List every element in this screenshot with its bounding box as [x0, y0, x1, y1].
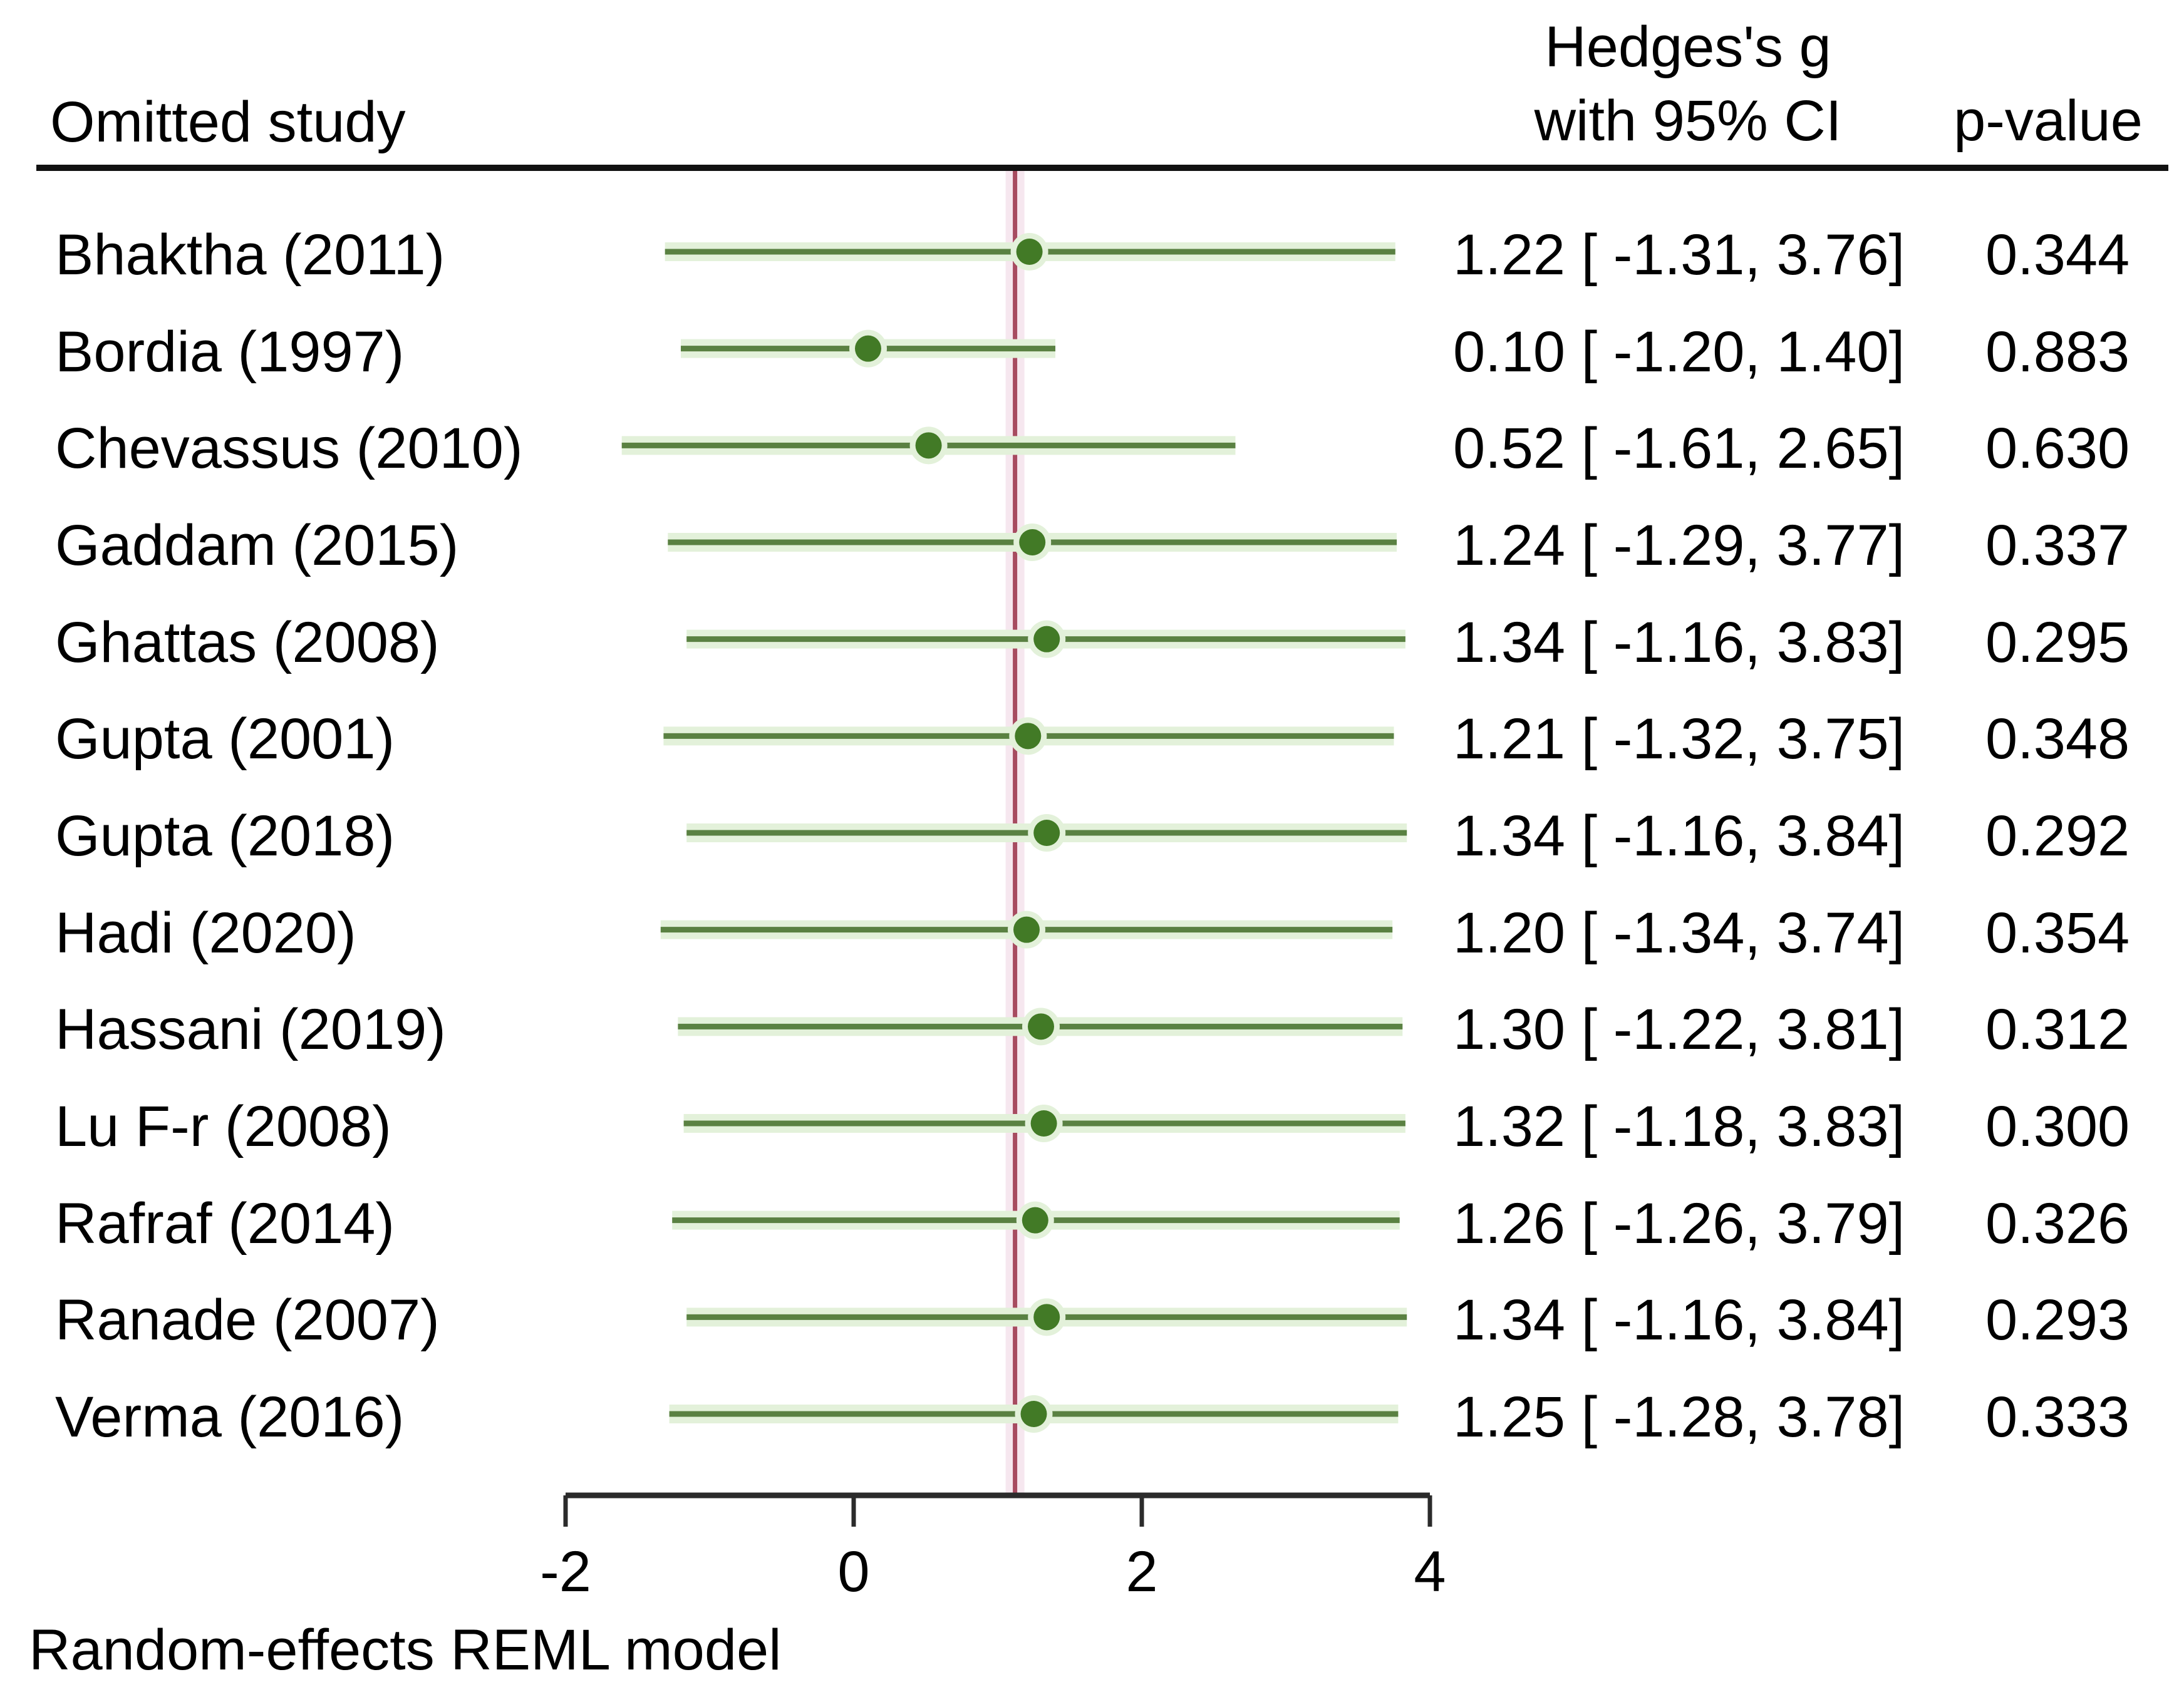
study-label: Gupta (2001): [55, 707, 395, 771]
effect-marker: [1033, 820, 1060, 847]
p-value: 0.337: [1985, 513, 2130, 577]
effect-ci-value: 1.25 [ -1.28, 3.78]: [1453, 1385, 1905, 1449]
study-label: Gupta (2018): [55, 804, 395, 868]
x-axis-tick-label: 4: [1414, 1540, 1446, 1604]
study-label: Verma (2016): [55, 1385, 405, 1449]
effect-marker: [1013, 916, 1040, 943]
effect-ci-value: 0.10 [ -1.20, 1.40]: [1453, 319, 1905, 384]
effect-marker: [1019, 529, 1046, 556]
study-label: Bhaktha (2011): [55, 223, 445, 287]
x-axis-tick-label: -2: [540, 1540, 591, 1604]
effect-ci-value: 1.26 [ -1.26, 3.79]: [1453, 1191, 1905, 1256]
study-label: Gaddam (2015): [55, 513, 459, 577]
p-value: 0.630: [1985, 416, 2130, 481]
p-value: 0.883: [1985, 319, 2130, 384]
effect-ci-value: 1.34 [ -1.16, 3.84]: [1453, 1288, 1905, 1353]
effect-marker: [1022, 1207, 1048, 1234]
study-label: Ranade (2007): [55, 1288, 440, 1353]
effect-marker: [1033, 626, 1060, 653]
p-value: 0.348: [1985, 707, 2130, 771]
effect-ci-value: 1.20 [ -1.34, 3.74]: [1453, 900, 1905, 965]
p-value: 0.312: [1985, 998, 2130, 1062]
x-axis-tick-label: 0: [837, 1540, 870, 1604]
p-value: 0.293: [1985, 1288, 2130, 1353]
p-value: 0.326: [1985, 1191, 2130, 1256]
p-value: 0.333: [1985, 1385, 2130, 1449]
effect-marker: [1020, 1401, 1047, 1428]
effect-ci-value: 1.22 [ -1.31, 3.76]: [1453, 223, 1905, 287]
study-label: Hadi (2020): [55, 900, 356, 965]
p-value: 0.292: [1985, 804, 2130, 868]
effect-marker: [1015, 723, 1042, 750]
column-header-omitted-study: Omitted study: [50, 90, 406, 154]
column-header-effect-line2: with 95% CI: [1534, 89, 1842, 153]
effect-marker: [915, 432, 942, 459]
p-value: 0.354: [1985, 900, 2130, 965]
column-header-effect-line1: Hedges's g: [1545, 15, 1831, 79]
p-value: 0.300: [1985, 1095, 2130, 1158]
model-note: Random-effects REML model: [29, 1618, 782, 1682]
study-label: Ghattas (2008): [55, 610, 440, 674]
effect-ci-value: 1.32 [ -1.18, 3.83]: [1453, 1095, 1905, 1158]
effect-marker: [1016, 239, 1043, 265]
study-label: Rafraf (2014): [55, 1191, 395, 1256]
effect-marker: [1028, 1013, 1054, 1040]
effect-ci-value: 1.30 [ -1.22, 3.81]: [1453, 998, 1905, 1062]
effect-marker: [855, 335, 881, 362]
p-value: 0.344: [1985, 223, 2130, 287]
study-label: Bordia (1997): [55, 319, 405, 384]
effect-ci-value: 0.52 [ -1.61, 2.65]: [1453, 416, 1905, 481]
column-header-p-value: p-value: [1954, 89, 2143, 153]
study-label: Hassani (2019): [55, 998, 446, 1062]
study-label: Chevassus (2010): [55, 416, 523, 481]
effect-ci-value: 1.21 [ -1.32, 3.75]: [1453, 707, 1905, 771]
effect-ci-value: 1.24 [ -1.29, 3.77]: [1453, 513, 1905, 577]
study-label: Lu F-r (2008): [55, 1095, 391, 1158]
effect-marker: [1033, 1304, 1060, 1331]
effect-marker: [1030, 1110, 1057, 1137]
effect-ci-value: 1.34 [ -1.16, 3.84]: [1453, 804, 1905, 868]
x-axis-tick-label: 2: [1126, 1540, 1158, 1604]
effect-ci-value: 1.34 [ -1.16, 3.83]: [1453, 610, 1905, 674]
p-value: 0.295: [1985, 610, 2130, 674]
